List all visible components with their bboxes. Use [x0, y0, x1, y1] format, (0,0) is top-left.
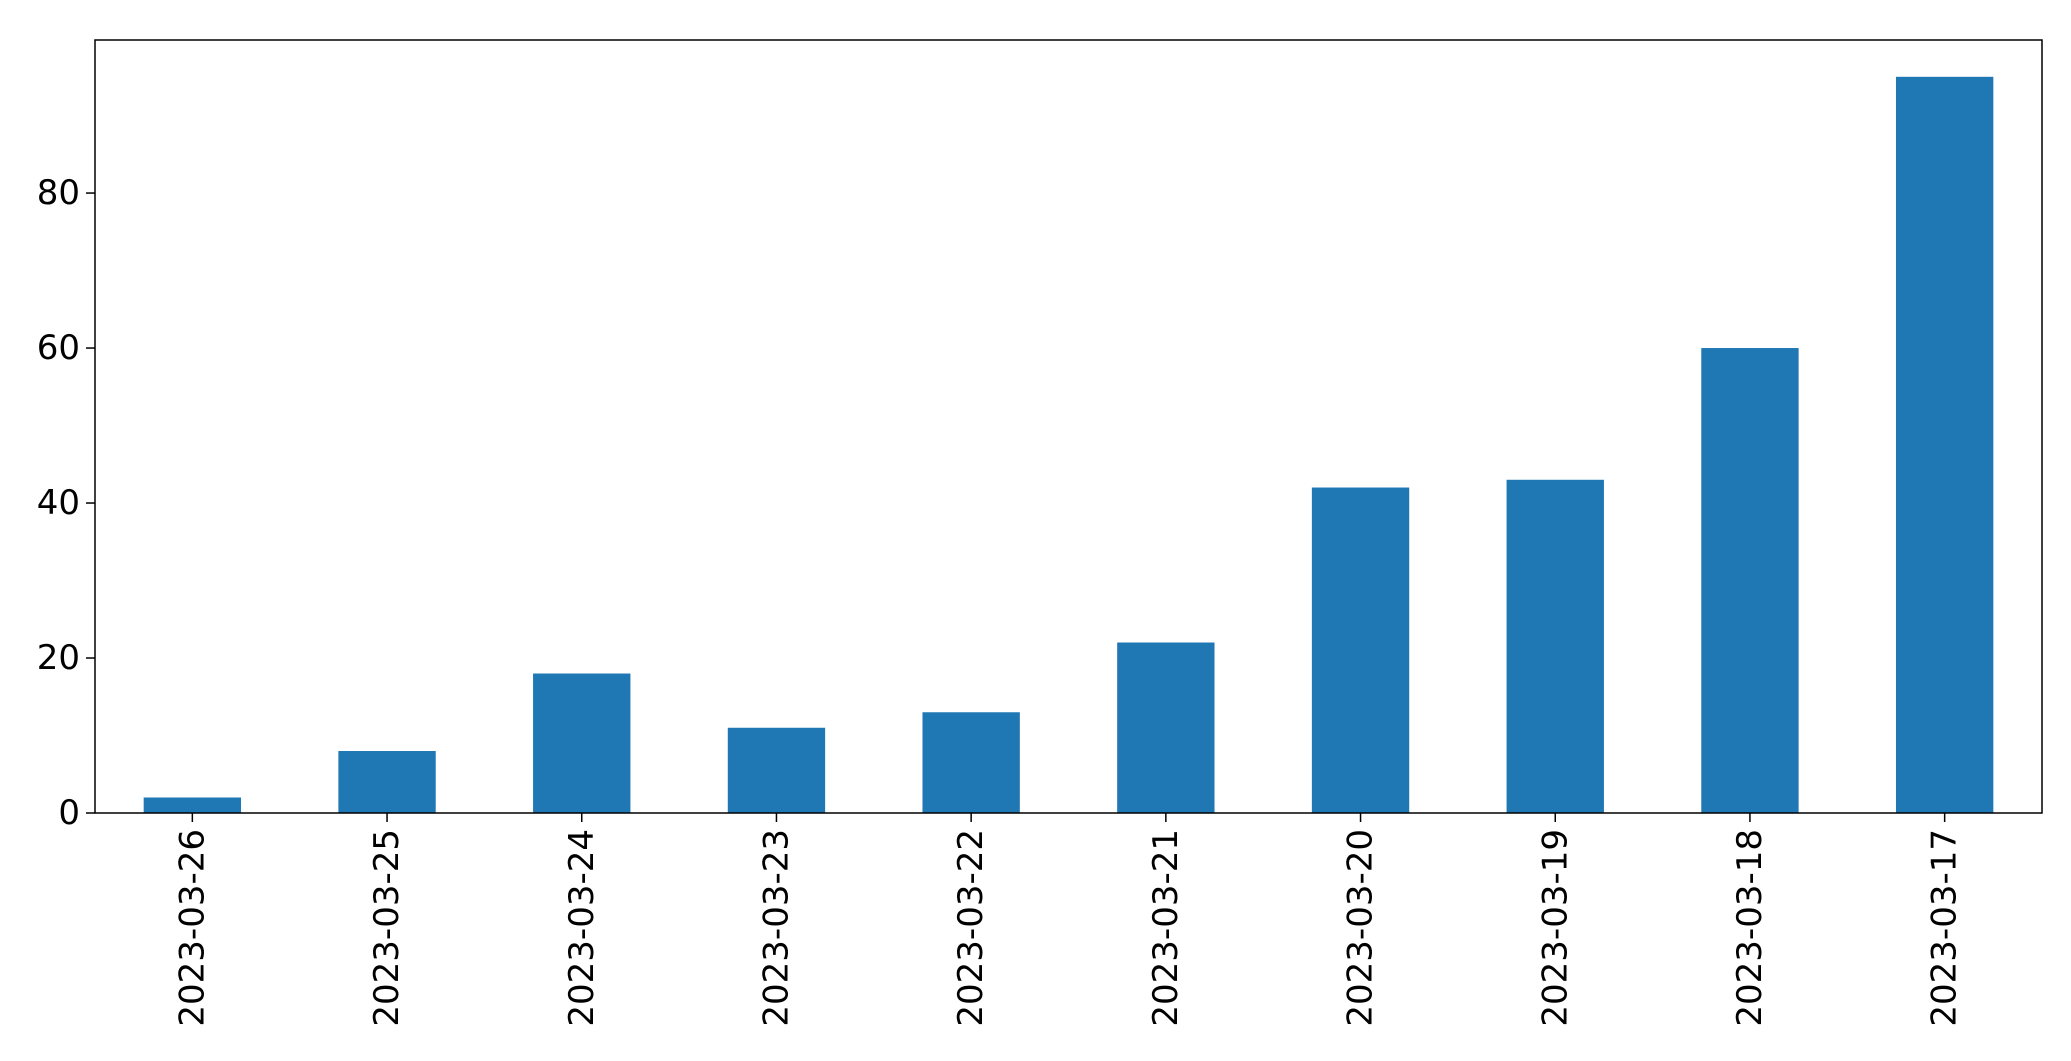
- ticks-layer: [86, 192, 1946, 822]
- bar-2023-03-17: [1895, 76, 1994, 814]
- y-tick-label: 0: [58, 793, 80, 833]
- bar-2023-03-21: [1117, 642, 1215, 813]
- x-tick-label: 2023-03-24: [562, 829, 602, 1027]
- x-tick-label: 2023-03-25: [367, 829, 407, 1027]
- y-tick-label: 40: [37, 483, 80, 523]
- x-tick-label: 2023-03-19: [1535, 829, 1575, 1027]
- bar-2023-03-24: [533, 673, 631, 813]
- bar-2023-03-19: [1506, 479, 1604, 813]
- bar-2023-03-18: [1701, 348, 1799, 813]
- y-tick-label: 20: [37, 638, 80, 678]
- x-tick-label: 2023-03-17: [1925, 829, 1965, 1027]
- x-tick-label: 2023-03-20: [1341, 829, 1381, 1027]
- x-tick-label: 2023-03-18: [1730, 829, 1770, 1027]
- bar-2023-03-22: [922, 712, 1020, 813]
- y-tick-label: 60: [37, 328, 80, 368]
- x-tick-label: 2023-03-22: [951, 829, 991, 1027]
- x-tick-label: 2023-03-23: [756, 829, 796, 1027]
- bar-2023-03-25: [338, 751, 436, 813]
- plot-frame: [94, 39, 2043, 814]
- bar-2023-03-20: [1311, 487, 1410, 813]
- tick-labels-layer: 2023-03-26 2023-03-25 2023-03-24 2023-03-23…: [37, 173, 1965, 1027]
- x-tick-label: 2023-03-21: [1146, 829, 1186, 1027]
- bars-layer: [143, 76, 1994, 814]
- bar-2023-03-23: [727, 727, 826, 813]
- x-tick-label: 2023-03-26: [172, 829, 212, 1027]
- bar-2023-03-26: [143, 797, 242, 813]
- y-tick-label: 80: [37, 173, 80, 213]
